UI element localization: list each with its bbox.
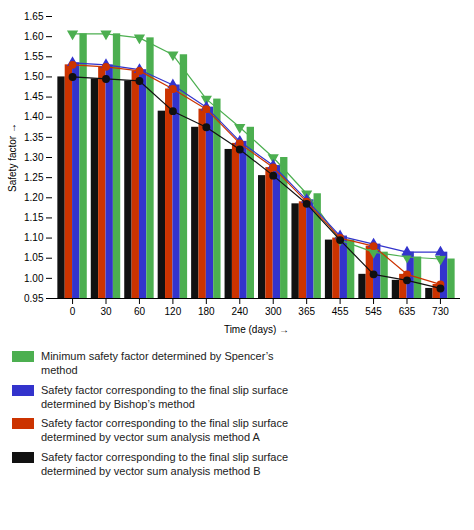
svg-text:1.60: 1.60	[24, 31, 44, 42]
svg-text:1.20: 1.20	[24, 192, 44, 203]
html-text:Safety factor corresponding to: Safety factor corresponding to the final…	[41, 383, 288, 410]
svg-text:1.65: 1.65	[24, 11, 44, 22]
svg-text:300: 300	[265, 306, 282, 317]
svg-text:Safety factor →: Safety factor →	[7, 123, 18, 192]
svg-text:1.55: 1.55	[24, 51, 44, 62]
svg-text:1.25: 1.25	[24, 172, 44, 183]
svg-text:365: 365	[298, 306, 315, 317]
svg-text:1.45: 1.45	[24, 91, 44, 102]
svg-text:Time (days) →: Time (days) →	[224, 324, 289, 335]
svg-text:60: 60	[134, 306, 146, 317]
svg-text:455: 455	[332, 306, 349, 317]
svg-text:1.30: 1.30	[24, 152, 44, 163]
svg-text:0: 0	[70, 306, 76, 317]
svg-text:1.00: 1.00	[24, 273, 44, 284]
html-text:Safety factor corresponding to: Safety factor corresponding to the final…	[41, 450, 288, 478]
svg-text:1.15: 1.15	[24, 212, 44, 223]
svg-text:730: 730	[432, 306, 449, 317]
svg-text:1.10: 1.10	[24, 232, 44, 243]
svg-text:1.35: 1.35	[24, 132, 44, 143]
svg-text:1.50: 1.50	[24, 71, 44, 82]
html-text:Minimum safety factor determin: Minimum safety factor determined by Spen…	[41, 350, 274, 377]
svg-text:30: 30	[100, 306, 112, 317]
svg-text:0.95: 0.95	[24, 293, 44, 304]
html-text:Safety factor corresponding to: Safety factor corresponding to the final…	[41, 417, 288, 444]
svg-text:635: 635	[399, 306, 416, 317]
svg-text:180: 180	[198, 306, 215, 317]
svg-text:1.05: 1.05	[24, 252, 44, 263]
svg-text:120: 120	[165, 306, 182, 317]
svg-text:545: 545	[365, 306, 382, 317]
svg-text:1.40: 1.40	[24, 111, 44, 122]
svg-text:240: 240	[231, 306, 248, 317]
